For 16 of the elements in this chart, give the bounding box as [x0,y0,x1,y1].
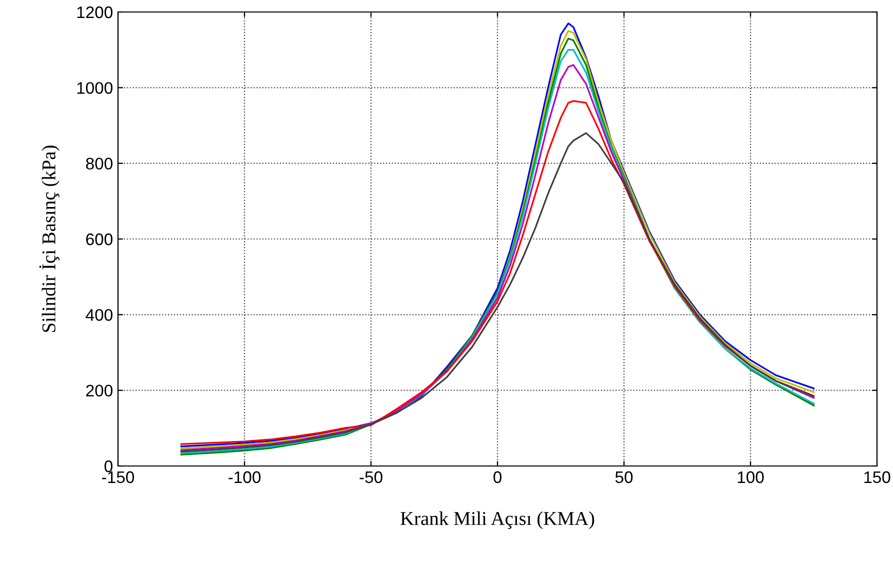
x-tick-label: -150 [102,471,134,484]
x-tick-label: 100 [738,471,764,484]
y-tick-label: 200 [86,384,112,397]
y-tick-label: 800 [86,158,112,170]
x-tick-label: -50 [360,471,382,484]
x-tick-label: 50 [615,471,633,484]
y-tick-label: 600 [86,233,112,246]
x-tick-label: 0 [494,471,502,484]
y-axis-title: Silindir İçi Basınç (kPa) [39,146,60,332]
x-axis-title: Krank Mili Açısı (KMA) [400,511,594,530]
x-tick-label: 150 [864,471,890,484]
y-tick-label: 0 [104,460,112,472]
y-tick-label: 400 [86,309,112,321]
y-tick-label: 1200 [77,6,112,18]
y-tick-label: 1000 [77,82,112,94]
x-tick-label: -100 [228,471,261,484]
